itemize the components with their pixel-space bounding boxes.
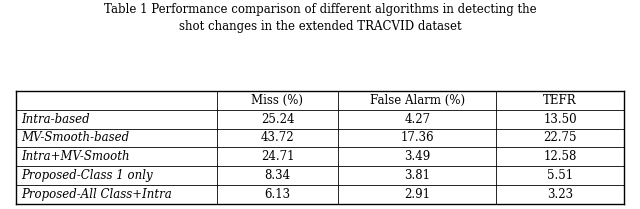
- Text: Miss (%): Miss (%): [252, 94, 303, 107]
- Text: 8.34: 8.34: [264, 169, 291, 182]
- Text: 4.27: 4.27: [404, 113, 430, 126]
- Text: 24.71: 24.71: [260, 150, 294, 163]
- Text: 3.23: 3.23: [547, 188, 573, 201]
- Text: Proposed-All Class+Intra: Proposed-All Class+Intra: [21, 188, 172, 201]
- Text: TEFR: TEFR: [543, 94, 577, 107]
- Text: False Alarm (%): False Alarm (%): [370, 94, 465, 107]
- Text: 12.58: 12.58: [543, 150, 577, 163]
- Text: Table 1 Performance comparison of different algorithms in detecting the
shot cha: Table 1 Performance comparison of differ…: [104, 3, 536, 33]
- Text: 6.13: 6.13: [264, 188, 291, 201]
- Text: 43.72: 43.72: [260, 131, 294, 144]
- Text: 2.91: 2.91: [404, 188, 430, 201]
- Text: 25.24: 25.24: [260, 113, 294, 126]
- Text: Proposed-Class 1 only: Proposed-Class 1 only: [21, 169, 153, 182]
- Text: 13.50: 13.50: [543, 113, 577, 126]
- Text: Intra+MV-Smooth: Intra+MV-Smooth: [21, 150, 130, 163]
- Text: 17.36: 17.36: [401, 131, 434, 144]
- Text: MV-Smooth-based: MV-Smooth-based: [21, 131, 129, 144]
- Text: Intra-based: Intra-based: [21, 113, 90, 126]
- Text: 22.75: 22.75: [543, 131, 577, 144]
- Text: 5.51: 5.51: [547, 169, 573, 182]
- Text: 3.49: 3.49: [404, 150, 431, 163]
- Text: 3.81: 3.81: [404, 169, 430, 182]
